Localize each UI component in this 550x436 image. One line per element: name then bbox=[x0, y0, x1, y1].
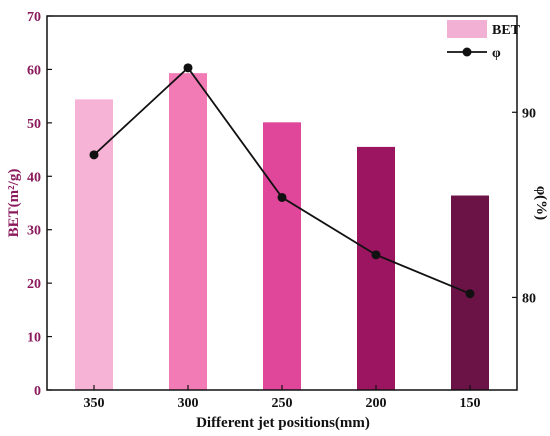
ytick-left-label: 70 bbox=[27, 10, 41, 25]
phi-point-350 bbox=[89, 150, 99, 160]
xtick-label-150: 150 bbox=[460, 396, 481, 411]
y-axis-right-title: φ(%) bbox=[533, 186, 549, 220]
xtick-label-300: 300 bbox=[178, 396, 199, 411]
ytick-left-label: 40 bbox=[27, 170, 41, 185]
bars-layer bbox=[75, 73, 489, 390]
bar-300 bbox=[169, 73, 207, 390]
xtick-label-350: 350 bbox=[84, 396, 105, 411]
legend: BET φ bbox=[447, 20, 521, 61]
line-layer bbox=[89, 63, 475, 299]
axes-layer: 0 10 20 30 40 50 60 70 80 90 350 300 250 200 150 Differ… bbox=[6, 10, 549, 431]
phi-point-250 bbox=[277, 192, 287, 202]
legend-marker-phi bbox=[462, 47, 472, 57]
ytick-left-label: 60 bbox=[27, 63, 41, 78]
bar-250 bbox=[263, 122, 301, 390]
ytick-right-label: 80 bbox=[522, 291, 536, 306]
ytick-left-label: 30 bbox=[27, 224, 41, 239]
phi-point-150 bbox=[465, 289, 475, 299]
bar-350 bbox=[75, 99, 113, 390]
ytick-left-label: 50 bbox=[27, 117, 41, 132]
legend-label-bet: BET bbox=[492, 23, 521, 38]
y-axis-left-title: BET(m²/g) bbox=[6, 169, 22, 238]
legend-label-phi: φ bbox=[492, 46, 501, 61]
xtick-label-250: 250 bbox=[272, 396, 293, 411]
ytick-left-label: 10 bbox=[27, 331, 41, 346]
ytick-left-label: 0 bbox=[34, 384, 41, 399]
xtick-label-200: 200 bbox=[366, 396, 387, 411]
bar-200 bbox=[357, 146, 395, 390]
ytick-left-label: 20 bbox=[27, 277, 41, 292]
legend-swatch-bet bbox=[447, 20, 487, 38]
phi-point-300 bbox=[183, 63, 193, 73]
phi-point-200 bbox=[371, 250, 381, 260]
x-axis-title: Different jet positions(mm) bbox=[196, 415, 370, 431]
ytick-right-label: 90 bbox=[522, 106, 536, 121]
